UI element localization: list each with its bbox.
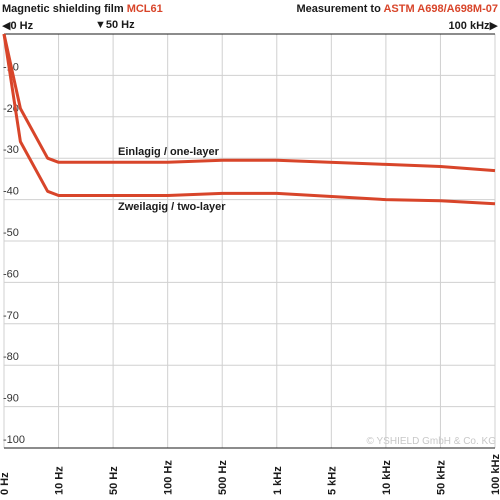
series-labels: Einlagig / one-layer Zweilagig / two-laye… (118, 146, 226, 213)
x-tick-label: 50 Hz (108, 466, 120, 495)
x-tick-label: 10 kHz (381, 460, 393, 495)
y-tick-label: -40 (3, 186, 19, 198)
x-tick-label: 100 Hz (163, 460, 175, 495)
y-tick-label: -100 (3, 434, 25, 446)
measurement-standard: Measurement to ASTM A698/A698M-07 (296, 3, 498, 15)
marker-hundred: 100 kHz▶ (449, 19, 498, 32)
grid (3, 33, 496, 449)
series-lines (2, 33, 496, 206)
marker-hundred-label: 100 kHz (448, 20, 490, 32)
y-tick-label: -50 (3, 227, 19, 239)
x-tick-label: 50 kHz (435, 460, 447, 495)
standard-name: ASTM A698/A698M-07 (383, 3, 498, 15)
copyright-text: © YSHIELD GmbH & Co. KG (367, 436, 497, 447)
y-tick-label: -80 (3, 351, 19, 363)
one-layer-label: Einlagig / one-layer (118, 146, 220, 158)
marker-left-icon: ◀ (2, 20, 11, 32)
marker-right-icon: ▶ (489, 20, 498, 32)
y-tick-label: -30 (3, 144, 19, 156)
product-name: MCL61 (126, 3, 163, 15)
y-tick-label: -70 (3, 310, 19, 322)
y-tick-label: -60 (3, 268, 19, 280)
title-prefix: Magnetic shielding film (2, 3, 124, 15)
measurement-prefix: Measurement to (296, 3, 381, 15)
x-tick-label: 10 Hz (54, 466, 66, 495)
x-tick-label: 1 kHz (272, 466, 284, 495)
y-tick-label: -90 (3, 393, 19, 405)
x-tick-label: 5 kHz (326, 466, 338, 495)
chart-title: Magnetic shielding film MCL61 (2, 3, 163, 15)
marker-zero: ◀0 Hz (2, 19, 33, 32)
x-tick-label: 100 kHz (490, 454, 500, 495)
marker-zero-label: 0 Hz (10, 20, 34, 32)
x-tick-label: 500 Hz (217, 460, 229, 495)
x-tick-labels: 0 Hz 10 Hz 50 Hz 100 Hz 500 Hz 1 kHz 5 kHz 10 k… (0, 454, 500, 495)
two-layer-line (2, 33, 496, 206)
one-layer-line (2, 33, 496, 173)
x-tick-label: 0 Hz (0, 472, 11, 495)
two-layer-label: Zweilagig / two-layer (118, 201, 226, 213)
y-tick-labels: -10-20-30-40-50-60-70-80-90-100 (3, 61, 25, 446)
marker-fifty: ▼50 Hz (95, 19, 135, 31)
